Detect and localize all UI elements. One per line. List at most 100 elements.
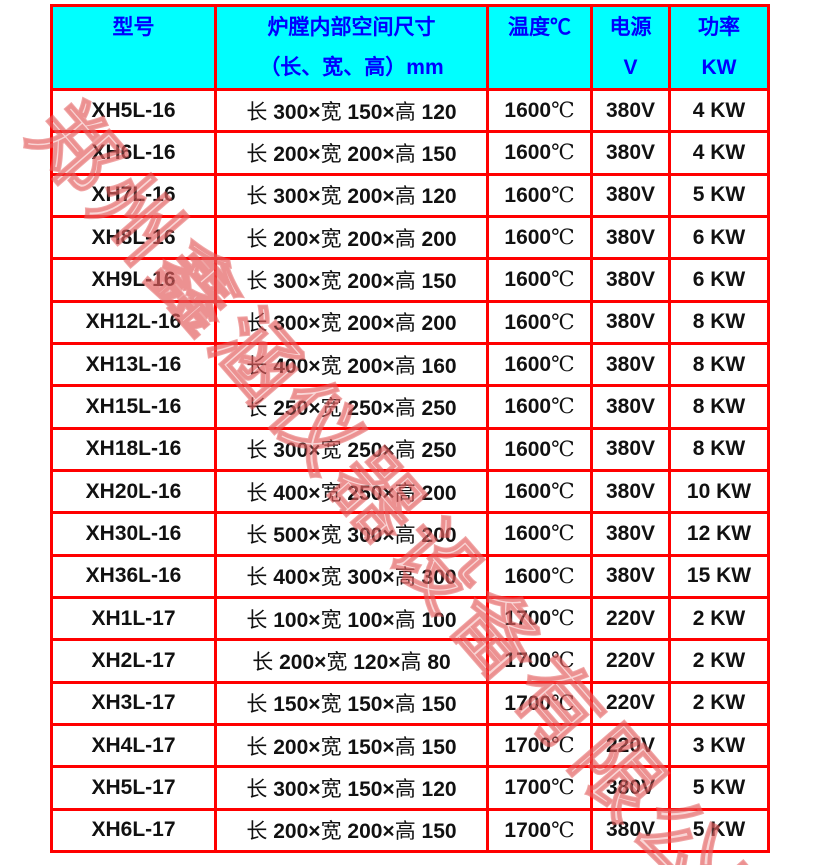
power-cell: 10 KW [668,468,770,515]
voltage-cell: 380V [590,468,671,515]
table-row: XH18L-16 长 300×宽 250×高 250 1600℃ 380V 8 KW [50,426,770,472]
model-cell: XH7L-16 [50,172,217,218]
voltage-cell: 220V [590,638,671,684]
voltage-cell: 380V [590,341,671,388]
table-row: XH13L-16 长 400×宽 200×高 160 1600℃ 380V 8 KW [50,341,770,388]
table-row: XH9L-16 长 300×宽 200×高 150 1600℃ 380V 6 KW [50,257,770,303]
voltage-cell: 220V [590,595,671,642]
voltage-cell: 380V [590,299,671,345]
dimensions-cell: 长 150×宽 150×高 150 [214,680,489,726]
model-cell: XH2L-17 [50,638,217,684]
dimensions-cell: 长 300×宽 150×高 120 [214,765,489,811]
col-header-power: 功率 KW [668,4,770,91]
power-cell: 5 KW [668,765,770,811]
model-cell: XH30L-16 [50,511,217,557]
power-cell: 12 KW [668,511,770,557]
temperature-cell: 1600℃ [486,341,593,388]
dimensions-cell: 长 400×宽 300×高 300 [214,553,489,599]
model-cell: XH6L-16 [50,130,217,176]
model-cell: XH5L-16 [50,87,217,134]
dimensions-cell: 长 200×宽 200×高 150 [214,130,489,176]
dimensions-cell: 长 200×宽 200×高 200 [214,214,489,261]
header-power-unit: KW [701,55,737,79]
dimensions-cell: 长 400×宽 250×高 200 [214,468,489,515]
power-cell: 6 KW [668,214,770,261]
voltage-cell: 380V [590,257,671,303]
dimensions-cell: 长 200×宽 200×高 150 [214,807,489,854]
model-cell: XH36L-16 [50,553,217,599]
col-header-temperature: 温度℃ [486,4,593,91]
power-cell: 2 KW [668,680,770,726]
model-cell: XH3L-17 [50,680,217,726]
dimensions-cell: 长 400×宽 200×高 160 [214,341,489,388]
table-row: XH3L-17 长 150×宽 150×高 150 1700℃ 220V 2 KW [50,680,770,726]
temperature-cell: 1600℃ [486,468,593,515]
table-row: XH5L-16 长 300×宽 150×高 120 1600℃ 380V 4 KW [50,87,770,134]
header-dims-line2: （长、宽、高）mm [259,55,444,79]
voltage-cell: 380V [590,384,671,430]
model-cell: XH8L-16 [50,214,217,261]
header-voltage-label: 电源 [609,15,652,39]
dimensions-cell: 长 200×宽 150×高 150 [214,722,489,769]
table-row: XH20L-16 长 400×宽 250×高 200 1600℃ 380V 10 KW [50,468,770,515]
power-cell: 4 KW [668,87,770,134]
voltage-cell: 380V [590,214,671,261]
model-cell: XH6L-17 [50,807,217,854]
header-power-label: 功率 [698,15,740,39]
model-cell: XH9L-16 [50,257,217,303]
power-cell: 6 KW [668,257,770,303]
table-row: XH12L-16 长 300×宽 200×高 200 1600℃ 380V 8 KW [50,299,770,345]
temperature-cell: 1700℃ [486,807,593,854]
voltage-cell: 380V [590,765,671,811]
table-row: XH6L-16 长 200×宽 200×高 150 1600℃ 380V 4 KW [50,130,770,176]
temperature-cell: 1600℃ [486,384,593,430]
temperature-cell: 1700℃ [486,722,593,769]
model-cell: XH20L-16 [50,468,217,515]
power-cell: 2 KW [668,638,770,684]
table-row: XH30L-16 长 500×宽 300×高 200 1600℃ 380V 12 KW [50,511,770,557]
table-row: XH5L-17 长 300×宽 150×高 120 1700℃ 380V 5 KW [50,765,770,811]
dimensions-cell: 长 300×宽 200×高 200 [214,299,489,345]
table-row: XH6L-17 长 200×宽 200×高 150 1700℃ 380V 5 KW [50,807,770,854]
model-cell: XH15L-16 [50,384,217,430]
voltage-cell: 220V [590,722,671,769]
dimensions-cell: 长 300×宽 250×高 250 [214,426,489,472]
model-cell: XH18L-16 [50,426,217,472]
power-cell: 8 KW [668,426,770,472]
voltage-cell: 380V [590,87,671,134]
header-dims-line1: 炉膛内部空间尺寸 [267,15,436,39]
dimensions-cell: 长 300×宽 200×高 120 [214,172,489,218]
dimensions-cell: 长 200×宽 120×高 80 [214,638,489,684]
voltage-cell: 380V [590,130,671,176]
power-cell: 5 KW [668,172,770,218]
voltage-cell: 380V [590,511,671,557]
table-row: XH1L-17 长 100×宽 100×高 100 1700℃ 220V 2 KW [50,595,770,642]
model-cell: XH13L-16 [50,341,217,388]
model-cell: XH5L-17 [50,765,217,811]
temperature-cell: 1600℃ [486,299,593,345]
temperature-cell: 1600℃ [486,553,593,599]
header-row: 型号 炉膛内部空间尺寸 （长、宽、高）mm 温度℃ 电源 V 功率 KW [50,4,770,91]
table-row: XH15L-16 长 250×宽 250×高 250 1600℃ 380V 8 KW [50,384,770,430]
table-row: XH8L-16 长 200×宽 200×高 200 1600℃ 380V 6 KW [50,214,770,261]
header-temp-label: 温度℃ [508,15,571,39]
model-cell: XH1L-17 [50,595,217,642]
temperature-cell: 1600℃ [486,257,593,303]
furnace-spec-table: 型号 炉膛内部空间尺寸 （长、宽、高）mm 温度℃ 电源 V 功率 KW [50,4,770,854]
dimensions-cell: 长 300×宽 150×高 120 [214,87,489,134]
table-row: XH36L-16 长 400×宽 300×高 300 1600℃ 380V 15 KW [50,553,770,599]
temperature-cell: 1700℃ [486,595,593,642]
temperature-cell: 1600℃ [486,426,593,472]
header-model-label: 型号 [112,15,155,39]
power-cell: 8 KW [668,384,770,430]
temperature-cell: 1700℃ [486,638,593,684]
temperature-cell: 1700℃ [486,680,593,726]
power-cell: 5 KW [668,807,770,854]
table-row: XH7L-16 长 300×宽 200×高 120 1600℃ 380V 5 KW [50,172,770,218]
dimensions-cell: 长 100×宽 100×高 100 [214,595,489,642]
dimensions-cell: 长 250×宽 250×高 250 [214,384,489,430]
temperature-cell: 1600℃ [486,87,593,134]
temperature-cell: 1600℃ [486,130,593,176]
table-row: XH2L-17 长 200×宽 120×高 80 1700℃ 220V 2 KW [50,638,770,684]
dimensions-cell: 长 300×宽 200×高 150 [214,257,489,303]
